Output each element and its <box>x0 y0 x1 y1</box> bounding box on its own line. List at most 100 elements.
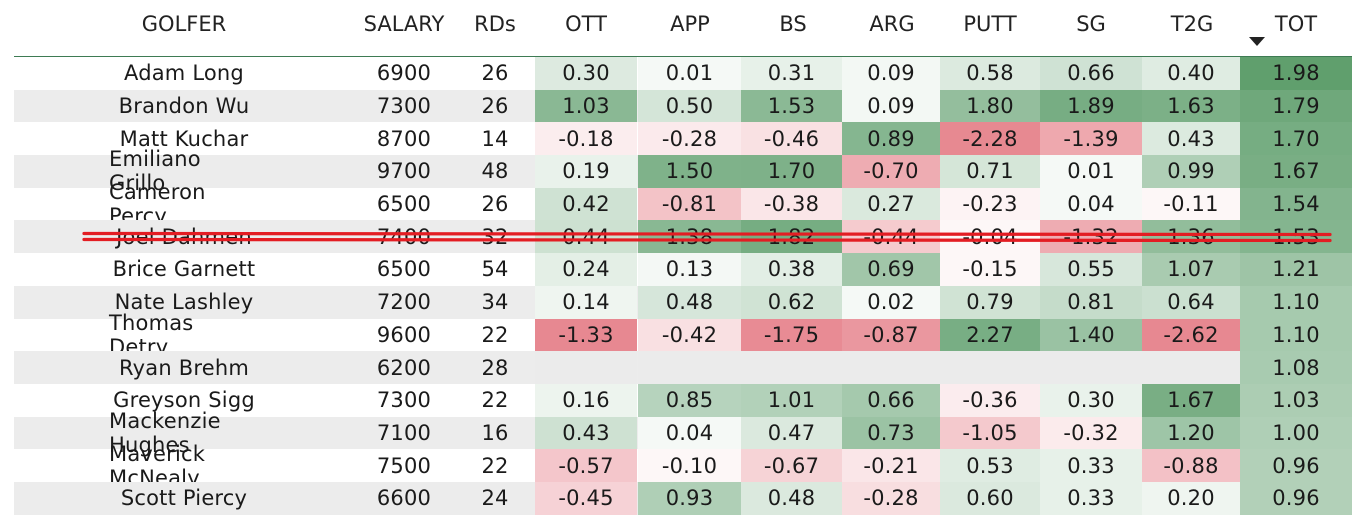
cell-ott <box>535 351 637 384</box>
cell-t2g <box>1142 351 1240 384</box>
cell-sg: 0.33 <box>1040 449 1142 482</box>
cell-salary: 7300 <box>376 94 432 119</box>
cell-putt: -2.28 <box>940 122 1040 156</box>
cell-arg: 0.89 <box>842 122 940 156</box>
cell-tot: 1.98 <box>1240 57 1352 90</box>
cell-sg: 1.40 <box>1040 318 1142 352</box>
cell-bs: 0.62 <box>741 285 842 319</box>
cell-tot: 1.54 <box>1240 187 1352 221</box>
cell-golfer: Cameron Percy <box>109 180 206 229</box>
cell-bs: 0.48 <box>741 481 842 515</box>
cell-t2g: 1.67 <box>1142 383 1240 417</box>
cell-arg: 0.69 <box>842 253 940 286</box>
sort-descending-icon[interactable] <box>1249 37 1265 46</box>
cell-bs: 1.01 <box>741 383 842 417</box>
cell-arg: -0.28 <box>842 481 940 515</box>
col-header-app[interactable]: APP <box>670 12 710 36</box>
cell-salary: 6500 <box>376 192 432 217</box>
table-row[interactable]: Matt Kuchar 8700 14 -0.18 -0.28 -0.46 0.89 -2.2… <box>14 122 1352 156</box>
cell-rds: 24 <box>481 486 509 511</box>
cell-putt: 0.58 <box>940 57 1040 90</box>
table-row[interactable]: Adam Long 6900 26 0.30 0.01 0.31 0.09 0.58 0.66 0… <box>14 57 1352 90</box>
cell-arg: -0.44 <box>842 220 940 254</box>
cell-t2g: -0.11 <box>1142 187 1240 221</box>
cell-bs: 1.53 <box>741 89 842 123</box>
cell-rds: 26 <box>481 61 509 86</box>
table-row[interactable]: Maverick McNealy 7500 22 -0.57 -0.10 -0.67 -0.… <box>14 441 1352 490</box>
cell-rds: 26 <box>481 94 509 119</box>
cell-ott: 0.44 <box>535 220 637 254</box>
cell-ott: 1.03 <box>535 89 637 123</box>
table-row[interactable]: Thomas Detry 9600 22 -1.33 -0.42 -1.75 -0.87 2.… <box>14 310 1352 359</box>
cell-golfer: Scott Piercy <box>120 486 248 511</box>
cell-ott: 0.42 <box>535 187 637 221</box>
cell-rds: 28 <box>481 355 509 380</box>
table-row[interactable]: Scott Piercy 6600 24 -0.45 0.93 0.48 -0.28 0.60… <box>14 481 1352 515</box>
cell-rds: 22 <box>481 322 509 347</box>
cell-app: -0.28 <box>638 122 741 156</box>
cell-t2g: 0.99 <box>1142 155 1240 188</box>
col-header-salary[interactable]: SALARY <box>363 12 445 36</box>
table-row[interactable]: Nate Lashley 7200 34 0.14 0.48 0.62 0.02 0.79 0.… <box>14 285 1352 319</box>
cell-app: 0.04 <box>638 416 741 450</box>
table-header: GOLFER SALARY RDs OTT APP BS ARG PUTT SG… <box>14 0 1352 57</box>
table-row[interactable]: Brice Garnett 6500 54 0.24 0.13 0.38 0.69 -0.15… <box>14 253 1352 286</box>
col-header-putt[interactable]: PUTT <box>963 12 1017 36</box>
cell-bs: -1.75 <box>741 318 842 352</box>
cell-salary: 9600 <box>376 322 432 347</box>
col-header-golfer[interactable]: GOLFER <box>141 12 227 36</box>
col-header-tot[interactable]: TOT <box>1274 12 1318 36</box>
cell-golfer: Thomas Detry <box>109 310 194 359</box>
cell-sg: 0.30 <box>1040 383 1142 417</box>
col-header-bs[interactable]: BS <box>779 12 807 36</box>
col-header-arg[interactable]: ARG <box>869 12 915 36</box>
cell-tot: 1.53 <box>1240 220 1352 254</box>
table-row[interactable]: Greyson Sigg 7300 22 0.16 0.85 1.01 0.66 -0.36 0… <box>14 383 1352 417</box>
cell-arg: 0.02 <box>842 285 940 319</box>
cell-ott: 0.19 <box>535 155 637 188</box>
cell-tot: 1.21 <box>1240 253 1352 286</box>
col-header-rds[interactable]: RDs <box>474 12 516 36</box>
col-header-sg[interactable]: SG <box>1076 12 1106 36</box>
cell-arg: 0.27 <box>842 187 940 221</box>
stats-table: GOLFER SALARY RDs OTT APP BS ARG PUTT SG… <box>14 0 1352 515</box>
cell-ott: -1.33 <box>535 318 637 352</box>
cell-ott: 0.30 <box>535 57 637 90</box>
cell-putt: 2.27 <box>940 318 1040 352</box>
cell-tot: 1.70 <box>1240 122 1352 156</box>
cell-t2g: 0.20 <box>1142 481 1240 515</box>
cell-ott: -0.45 <box>535 481 637 515</box>
cell-putt: 1.80 <box>940 89 1040 123</box>
table-row[interactable]: Cameron Percy 6500 26 0.42 -0.81 -0.38 0.27 -0.… <box>14 180 1352 229</box>
cell-app: 0.48 <box>638 285 741 319</box>
cell-putt: -1.05 <box>940 416 1040 450</box>
cell-salary: 7100 <box>376 420 432 445</box>
cell-bs: 0.47 <box>741 416 842 450</box>
cell-salary: 6200 <box>376 355 432 380</box>
cell-tot: 1.10 <box>1240 285 1352 319</box>
col-header-t2g[interactable]: T2G <box>1170 12 1214 36</box>
cell-golfer: Brandon Wu <box>118 94 250 119</box>
col-header-ott[interactable]: OTT <box>565 12 607 36</box>
cell-ott: 0.24 <box>535 253 637 286</box>
cell-salary: 6500 <box>376 257 432 282</box>
cell-t2g: 0.43 <box>1142 122 1240 156</box>
cell-sg: -1.39 <box>1040 122 1142 156</box>
table-row[interactable]: Ryan Brehm 6200 28 1.08 <box>14 351 1352 384</box>
table-row[interactable]: Joel Dahmen 7400 32 0.44 1.38 1.82 -0.44 -0.04-… <box>14 220 1352 254</box>
cell-bs <box>741 351 842 384</box>
cell-tot: 1.08 <box>1240 351 1352 384</box>
table-row[interactable]: Emiliano Grillo 9700 48 0.19 1.50 1.70 -0.70 0.… <box>14 147 1352 195</box>
cell-bs: 0.38 <box>741 253 842 286</box>
cell-golfer: Maverick McNealy <box>109 441 206 490</box>
cell-sg: 1.89 <box>1040 89 1142 123</box>
table-row[interactable]: Brandon Wu 7300 26 1.03 0.50 1.53 0.09 1.80 1.89… <box>14 89 1352 123</box>
cell-app: -0.10 <box>638 449 741 482</box>
cell-app: 0.13 <box>638 253 741 286</box>
cell-golfer: Joel Dahmen <box>116 224 252 249</box>
cell-golfer: Adam Long <box>124 61 244 86</box>
cell-t2g: 0.40 <box>1142 57 1240 90</box>
cell-app: -0.81 <box>638 187 741 221</box>
cell-rds: 34 <box>481 290 509 315</box>
cell-app: 0.85 <box>638 383 741 417</box>
